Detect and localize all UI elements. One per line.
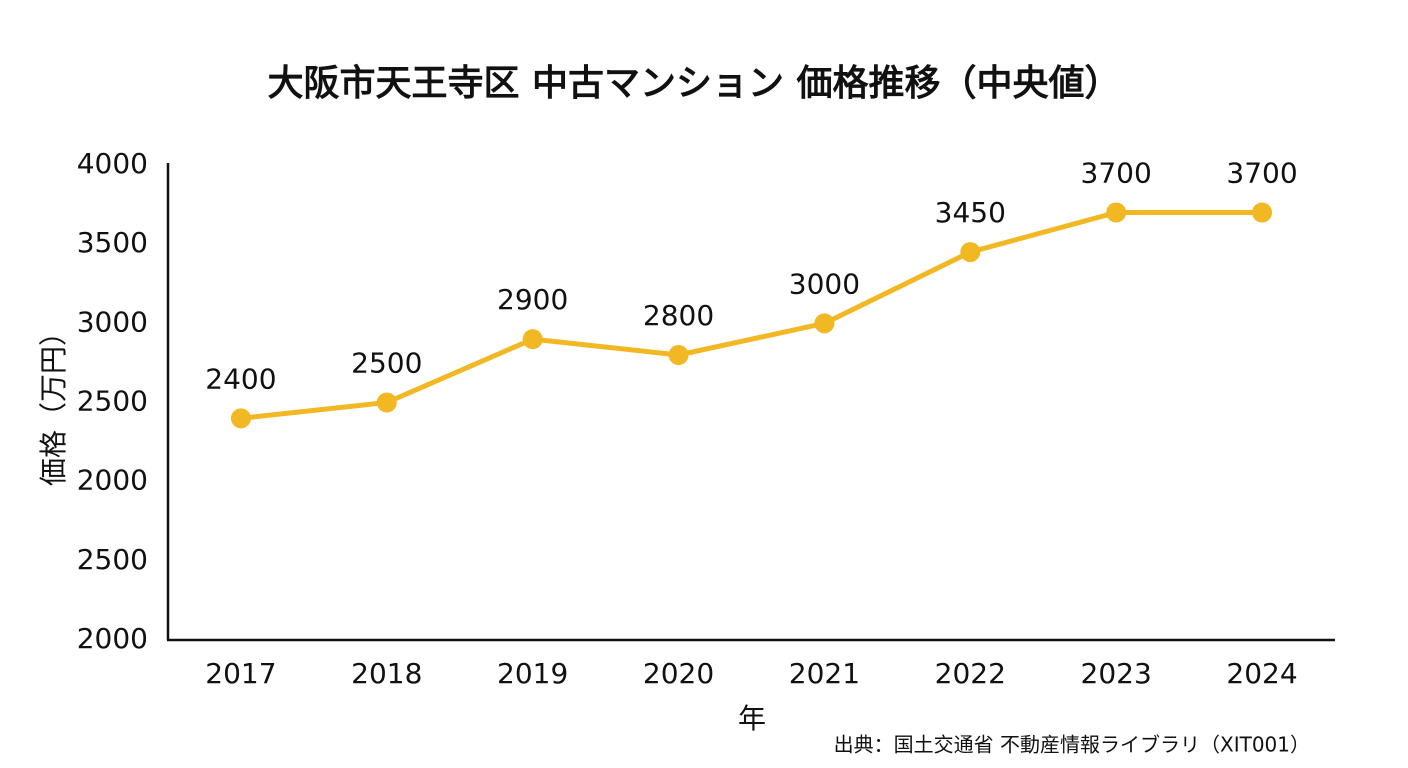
- y-tick-label: 4000: [77, 147, 148, 180]
- y-tick-label: 2000: [77, 464, 148, 497]
- line: [240, 210, 1263, 421]
- data-label: 2400: [205, 362, 276, 395]
- marker: [522, 329, 543, 350]
- marker: [814, 313, 835, 334]
- x-tick-label: 2019: [497, 657, 568, 690]
- data-label: 3700: [1226, 157, 1297, 190]
- marker: [1252, 202, 1273, 223]
- x-tick-label: 2024: [1226, 657, 1297, 690]
- data-label: 2800: [643, 299, 714, 332]
- y-tick-label: 2500: [77, 543, 148, 576]
- x-tick-label: 2022: [935, 657, 1006, 690]
- data-label: 3450: [935, 196, 1006, 229]
- chart-title: 大阪市天王寺区 中古マンション 価格推移（中央値）: [267, 63, 1120, 104]
- marker: [1106, 202, 1127, 223]
- y-tick-label: 2000: [77, 622, 148, 655]
- y-tick-label: 3000: [77, 305, 148, 338]
- x-tick-label: 2020: [643, 657, 714, 690]
- x-tick-label: 2021: [789, 657, 860, 690]
- marker: [668, 345, 689, 365]
- x-tick-label: 2017: [205, 657, 276, 690]
- x-tick-label: 2023: [1081, 657, 1152, 690]
- marker: [960, 242, 981, 263]
- x-axis-label: 年: [738, 702, 766, 735]
- data-label: 2900: [497, 283, 568, 316]
- y-tick-label: 3500: [77, 226, 148, 259]
- marker: [230, 408, 251, 429]
- data-label: 3700: [1081, 157, 1152, 190]
- source-note: 出典：国土交通省 不動産情報ライブラリ（XIT001）: [834, 733, 1310, 757]
- data-label: 3000: [789, 267, 860, 300]
- y-tick-label: 2500: [77, 385, 148, 418]
- y-axis-label: 価格（万円）: [37, 318, 70, 486]
- data-label: 2500: [351, 347, 422, 380]
- x-tick-label: 2018: [351, 657, 422, 690]
- marker: [376, 392, 397, 413]
